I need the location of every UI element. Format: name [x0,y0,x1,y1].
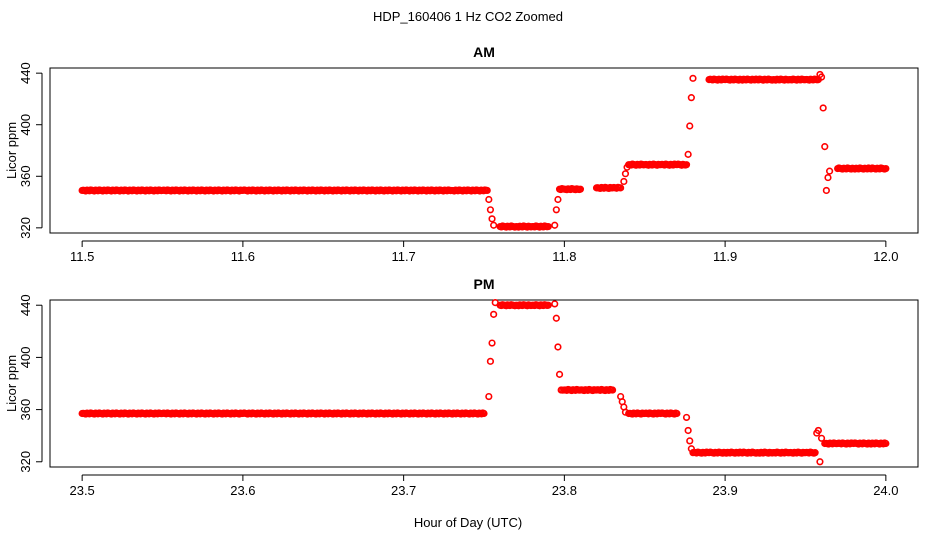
panel-1-x-tick-label: 23.5 [69,483,94,498]
data-point [544,301,552,309]
data-point [822,186,830,195]
x-axis-label: Hour of Day (UTC) [413,515,523,530]
data-point [551,300,559,308]
figure-title: HDP_160406 1 Hz CO2 Zoomed [372,9,564,24]
data-point [882,439,890,448]
data-point [480,409,488,418]
panel-0-x-tick-label: 11.7 [391,249,415,264]
panel-0-x-tick-label: 11.8 [552,249,576,264]
data-point [490,310,498,318]
data-point [689,74,697,82]
data-point [554,343,562,351]
panel-0-x-tick-label: 11.6 [231,249,255,264]
panel-0-frame [49,67,919,234]
data-point [817,434,826,442]
data-point [816,458,824,466]
data-point [682,413,691,422]
panel-1-x-tick-label: 24.0 [873,483,898,498]
data-point [825,167,834,175]
panel-0-y-label: Licor ppm [4,122,19,179]
panel-1-x-tick-label: 23.9 [712,483,737,498]
panel-0-x-tick-label: 11.5 [70,249,94,264]
data-point [554,195,562,204]
panel-1-frame [49,299,919,468]
data-point [490,221,498,229]
panel-0-x-tick-label: 12.0 [873,249,898,264]
data-point [544,222,552,231]
data-point [621,170,630,178]
panel-0-points [78,70,890,231]
data-point [682,161,691,169]
data-point [686,437,694,445]
data-point [819,104,827,112]
panel-1-y-tick-label: 400 [18,347,33,369]
data-point [817,73,826,81]
data-point [824,173,832,182]
panel-1-y-tick-label: 360 [18,399,33,421]
panel-1-y-tick-label: 440 [18,294,33,316]
data-point [488,215,496,223]
panel-1-x-tick-label: 23.7 [391,483,416,498]
data-point [551,221,559,229]
data-point [555,370,564,378]
data-point [485,392,493,401]
data-point [608,386,617,394]
data-point [483,186,491,195]
data-point [552,206,560,214]
data-point [882,164,890,173]
panel-1-y-label: Licor ppm [4,355,19,412]
data-point [486,206,495,214]
data-point [552,314,560,322]
data-point [687,94,695,102]
panel-1-points [78,299,890,466]
data-point [485,195,493,204]
panel-1-title: PM [474,276,495,292]
panel-1-y-tick-label: 320 [18,451,33,473]
panel-0-x-tick-label: 11.9 [713,249,737,264]
panel-0-y-tick-label: 360 [18,165,33,187]
data-point [620,177,628,186]
panel-0-y-tick-label: 440 [18,62,33,84]
data-point [486,357,495,365]
panel-am: AM 11.5 11.6 11.7 11.8 11.9 12.0 320 360 400 440 Li… [4,44,919,264]
panel-1-x-tick-label: 23.8 [552,483,577,498]
data-point [814,426,822,435]
data-point [821,143,829,151]
data-point [686,122,694,130]
data-point [617,184,625,192]
panel-0-y-tick-label: 400 [18,114,33,136]
panel-pm: PM 23.5 23.6 23.7 23.8 23.9 24.0 320 360 400 440 Li… [4,276,919,498]
data-point [811,449,819,457]
data-point [488,339,496,347]
data-point [684,426,692,435]
data-point [576,185,585,193]
panel-0-title: AM [473,44,495,60]
panel-0-y-tick-label: 320 [18,217,33,239]
panel-1-x-tick-label: 23.6 [230,483,255,498]
data-point [673,409,681,418]
data-point [684,150,692,158]
